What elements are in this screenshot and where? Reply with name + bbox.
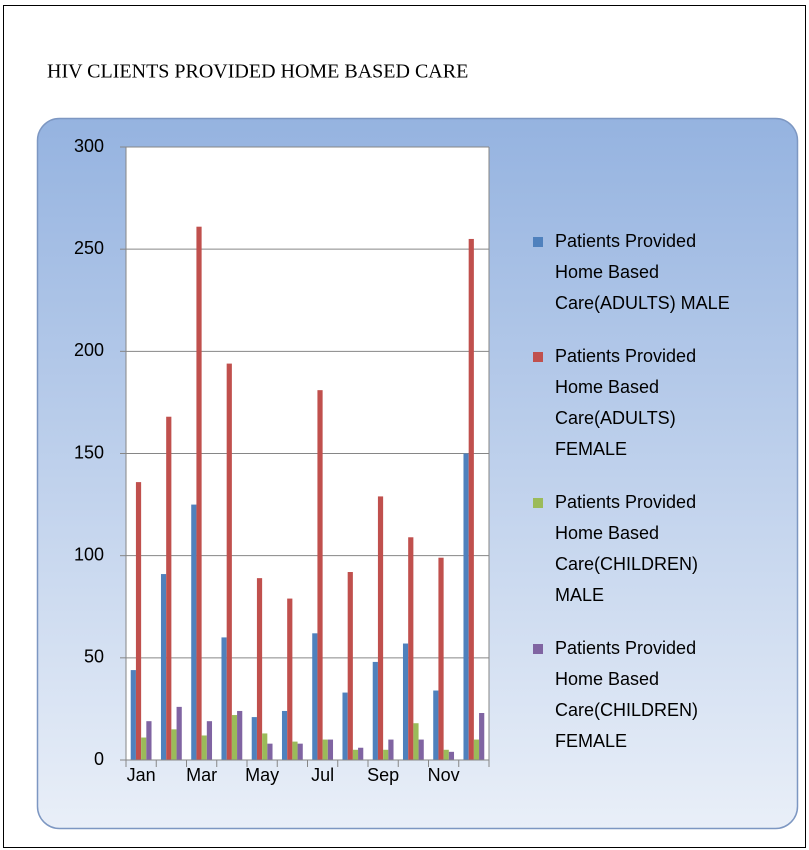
- x-tick-label: May: [245, 765, 279, 785]
- x-tick-label: Mar: [186, 765, 217, 785]
- bar: [281, 710, 288, 760]
- bar: [433, 690, 439, 760]
- bar: [438, 557, 444, 760]
- bar: [413, 723, 419, 760]
- page-border: [3, 5, 806, 848]
- bar: [221, 637, 227, 760]
- legend-entry: Patients Provided Home Based Care(ADULTS…: [533, 341, 741, 465]
- legend: Patients Provided Home Based Care(ADULTS…: [533, 226, 741, 757]
- bar: [292, 741, 298, 760]
- bar: [251, 717, 257, 760]
- x-tick-label: Jul: [311, 765, 334, 785]
- bar: [327, 739, 334, 760]
- y-tick-label: 0: [94, 749, 104, 769]
- bar: [191, 504, 197, 760]
- y-tick-label: 100: [74, 544, 104, 564]
- legend-swatch: [533, 644, 543, 654]
- y-tick-label: 250: [74, 238, 104, 258]
- bar: [418, 739, 424, 760]
- legend-label: Patients Provided Home Based Care(ADULTS…: [555, 346, 697, 459]
- bar: [176, 706, 182, 760]
- x-tick-label: Jan: [127, 765, 156, 785]
- bar: [347, 572, 353, 760]
- x-tick-label: Nov: [428, 765, 460, 785]
- bar: [130, 670, 136, 760]
- bar: [352, 749, 359, 760]
- legend-entry: Patients Provided Home Based Care(CHILDR…: [533, 487, 741, 611]
- bar: [287, 598, 293, 760]
- legend-label: Patients Provided Home Based Care(CHILDR…: [555, 638, 699, 751]
- bar: [342, 692, 348, 760]
- bar: [377, 496, 384, 760]
- bar: [231, 715, 238, 760]
- y-tick-label: 200: [74, 340, 104, 360]
- bar: [237, 710, 243, 760]
- y-tick-label: 150: [74, 442, 104, 462]
- bar: [196, 226, 202, 760]
- y-tick-label: 50: [84, 647, 104, 667]
- bar: [358, 747, 364, 760]
- bar: [468, 238, 474, 760]
- legend-swatch: [533, 352, 543, 362]
- bar: [473, 739, 480, 760]
- bar: [201, 735, 207, 760]
- bar: [317, 390, 323, 760]
- legend-entry: Patients Provided Home Based Care(CHILDR…: [533, 633, 741, 757]
- bar: [372, 661, 378, 760]
- bar: [463, 453, 469, 760]
- bar: [160, 574, 167, 760]
- bar: [479, 713, 485, 760]
- bar: [402, 643, 409, 760]
- y-tick-label: 300: [74, 136, 104, 156]
- legend-label: Patients Provided Home Based Care(CHILDR…: [555, 492, 699, 605]
- bar: [135, 482, 142, 760]
- bar: [312, 633, 318, 760]
- bar: [206, 721, 213, 760]
- bar: [141, 737, 147, 760]
- bar: [383, 749, 389, 760]
- bar: [448, 751, 455, 760]
- bar: [267, 743, 273, 760]
- bar: [408, 537, 414, 760]
- bar: [443, 749, 449, 760]
- legend-label: Patients Provided Home Based Care(ADULTS…: [555, 231, 730, 313]
- bar: [322, 739, 328, 760]
- legend-swatch: [533, 498, 543, 508]
- bar: [388, 739, 394, 760]
- legend-swatch: [533, 237, 543, 247]
- bar: [262, 733, 268, 760]
- bar: [256, 578, 263, 760]
- x-tick-label: Sep: [367, 765, 399, 785]
- chart-title: HIV CLIENTS PROVIDED HOME BASED CARE: [47, 61, 468, 83]
- bar: [146, 721, 152, 760]
- bar: [171, 729, 177, 760]
- bar: [297, 743, 303, 760]
- legend-entry: Patients Provided Home Based Care(ADULTS…: [533, 226, 741, 319]
- bar: [166, 416, 172, 760]
- bar: [226, 363, 232, 760]
